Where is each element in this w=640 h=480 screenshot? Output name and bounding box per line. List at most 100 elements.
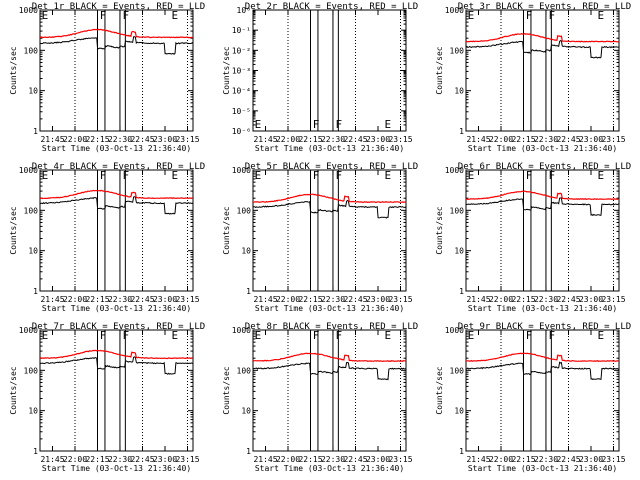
x-tick-label: 21:45: [253, 135, 277, 144]
y-axis-label: Counts/sec: [435, 206, 444, 254]
plot-frame: [465, 169, 620, 292]
x-tick-label: 22:30: [321, 295, 345, 304]
time-marker-label: E: [598, 169, 605, 182]
y-tick-label: 10⁻¹: [232, 26, 251, 35]
x-tick-label: 22:30: [108, 135, 132, 144]
x-tick-label: 22:00: [63, 455, 87, 464]
panel-title: Det 1r BLACK = Events, RED = LLD: [32, 2, 205, 12]
x-tick-label: 23:15: [175, 135, 199, 144]
x-tick-label: 22:30: [534, 295, 558, 304]
y-tick-label: 10: [241, 407, 251, 416]
x-tick-label: 23:00: [366, 135, 390, 144]
x-tick-label: 22:00: [63, 135, 87, 144]
x-tick-label: 22:45: [343, 295, 367, 304]
events-series-line: [39, 36, 194, 55]
time-marker-label: E: [255, 169, 262, 182]
panel-title: Det 2r BLACK = Events, RED = LLD: [245, 2, 418, 12]
time-marker-label: E: [172, 329, 179, 342]
y-axis-label: Counts/sec: [222, 46, 231, 94]
y-tick-label: 1000: [19, 6, 38, 15]
x-axis-label: Start Time (03-Oct-13 21:36:40): [42, 144, 191, 153]
x-tick-label: 22:45: [130, 455, 154, 464]
x-tick-label: 21:45: [466, 135, 490, 144]
y-tick-label: 10⁰: [237, 6, 251, 15]
y-tick-label: 100: [237, 366, 252, 375]
y-tick-label: 1: [246, 287, 251, 296]
x-tick-label: 21:45: [40, 295, 64, 304]
x-tick-label: 23:00: [579, 135, 603, 144]
x-axis-label: Start Time (03-Oct-13 21:36:40): [42, 304, 191, 313]
x-tick-label: 22:15: [511, 295, 535, 304]
time-marker-label: E: [385, 169, 392, 182]
x-tick-label: 21:45: [253, 295, 277, 304]
x-tick-label: 22:15: [85, 295, 109, 304]
panel-title: Det 7r BLACK = Events, RED = LLD: [32, 322, 205, 332]
panel-title: Det 3r BLACK = Events, RED = LLD: [458, 2, 631, 12]
time-marker-label: F: [313, 169, 320, 182]
lld-series-line: [465, 32, 620, 43]
time-marker-label: E: [385, 329, 392, 342]
y-tick-label: 100: [450, 366, 465, 375]
panel-title: Det 8r BLACK = Events, RED = LLD: [245, 322, 418, 332]
time-marker-label: F: [335, 329, 342, 342]
lld-series-line: [252, 352, 407, 363]
time-marker-label: E: [42, 329, 49, 342]
panel-title: Det 5r BLACK = Events, RED = LLD: [245, 162, 418, 172]
time-marker-label: F: [526, 329, 533, 342]
plot-frame: [465, 329, 620, 452]
time-marker-label: F: [526, 169, 533, 182]
det-panel-8: Det 8r BLACK = Events, RED = LLD 1 10 100 10…: [222, 322, 418, 473]
y-tick-label: 100: [450, 46, 465, 55]
x-axis-label: Start Time (03-Oct-13 21:36:40): [255, 464, 404, 473]
panel-title: Det 6r BLACK = Events, RED = LLD: [458, 162, 631, 172]
x-tick-label: 22:15: [298, 295, 322, 304]
x-tick-label: 23:15: [175, 295, 199, 304]
time-marker-label: E: [468, 169, 475, 182]
y-tick-label: 10: [28, 247, 38, 256]
time-marker-label: F: [122, 9, 129, 22]
plot-frame: [39, 329, 194, 452]
x-tick-label: 22:30: [321, 455, 345, 464]
y-axis-label: Counts/sec: [435, 366, 444, 414]
x-tick-label: 23:15: [388, 135, 412, 144]
x-tick-label: 22:00: [276, 135, 300, 144]
x-axis-label: Start Time (03-Oct-13 21:36:40): [468, 144, 617, 153]
y-tick-label: 10⁻³: [232, 67, 251, 76]
x-tick-label: 21:45: [40, 135, 64, 144]
x-tick-label: 22:45: [343, 455, 367, 464]
time-marker-label: F: [335, 118, 342, 131]
y-axis-label: Counts/sec: [222, 366, 231, 414]
lld-series-line: [465, 190, 620, 201]
x-tick-label: 22:15: [85, 455, 109, 464]
x-tick-label: 22:45: [556, 295, 580, 304]
x-tick-label: 22:00: [489, 295, 513, 304]
y-tick-label: 1: [33, 447, 38, 456]
plot-frame: [252, 169, 407, 292]
x-tick-label: 23:15: [601, 135, 625, 144]
y-tick-label: 1000: [232, 166, 251, 175]
lld-series-line: [39, 189, 194, 200]
y-tick-label: 100: [24, 366, 39, 375]
y-tick-label: 1: [459, 447, 464, 456]
time-marker-label: E: [468, 9, 475, 22]
y-tick-label: 1: [33, 127, 38, 136]
time-marker-label: F: [122, 329, 129, 342]
y-tick-label: 10: [454, 247, 464, 256]
det-panel-5: Det 5r BLACK = Events, RED = LLD 1 10 100 10…: [222, 162, 418, 313]
x-tick-label: 23:00: [579, 455, 603, 464]
x-tick-label: 21:45: [253, 455, 277, 464]
lld-series-line: [465, 352, 620, 362]
lld-series-line: [39, 28, 194, 39]
time-marker-label: F: [548, 329, 555, 342]
y-tick-label: 1000: [445, 6, 464, 15]
x-tick-label: 23:00: [579, 295, 603, 304]
x-tick-label: 22:00: [489, 135, 513, 144]
det-panel-2: Det 2r BLACK = Events, RED = LLD 10⁻⁶ 10⁻⁵…: [222, 2, 418, 153]
x-tick-label: 22:30: [534, 135, 558, 144]
time-marker-label: F: [100, 169, 107, 182]
x-tick-label: 22:00: [489, 455, 513, 464]
x-tick-label: 23:00: [366, 295, 390, 304]
y-tick-label: 10⁻²: [232, 46, 251, 55]
det-panel-9: Det 9r BLACK = Events, RED = LLD 1 10 100 10…: [435, 322, 631, 473]
